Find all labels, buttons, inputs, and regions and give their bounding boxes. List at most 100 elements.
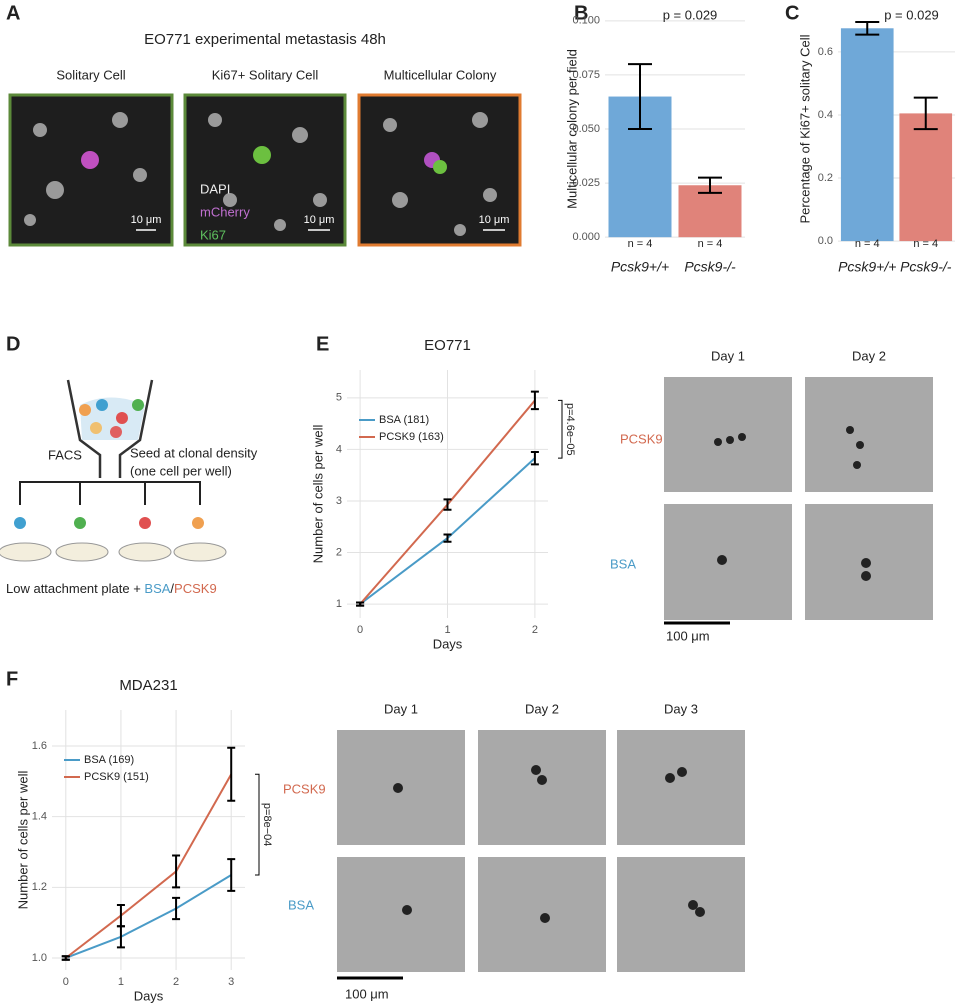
error-bar [443,533,452,543]
row-label: BSA [610,556,636,571]
panel-letter: C [785,2,799,24]
cells [79,399,144,438]
error-bar [855,20,880,36]
cell [253,146,271,164]
y-tick-label: 0.2 [818,172,833,184]
y-tick-label: 0.4 [818,109,833,121]
annotation: n = 4 [628,238,653,250]
x-tick-label: 1 [444,624,450,636]
y-tick-label: 4 [336,443,342,455]
legend-label: PCSK9 (151) [84,771,149,783]
annotation: n = 4 [698,238,723,250]
panel-letter: A [6,2,20,24]
dishes [0,517,227,562]
chart-title: MDA231 [119,677,177,694]
cell [81,151,99,169]
day-label: Day 1 [711,348,745,363]
day-label: Day 2 [525,701,559,716]
x-axis-label: Days [134,988,164,1003]
y-tick-label: 0.100 [572,15,600,27]
annotation: n = 4 [855,238,880,250]
x-tick-label: 1 [118,976,124,988]
condition-label: Low attachment plate + BSA/PCSK9 [6,581,217,596]
step-label: FACS [48,447,82,462]
error-bar [443,498,452,511]
x-tick-label: 0 [63,976,69,988]
error-bar [172,896,181,921]
scale-label: 10 μm [131,214,162,226]
error-bar [116,925,125,949]
y-tick-label: 1.2 [32,881,47,893]
y-tick-label: 0.0 [818,235,833,247]
annotation: n = 4 [913,238,938,250]
cell [433,160,447,174]
y-tick-label: 1.4 [32,811,47,823]
y-axis-label: Number of cells per well [310,425,325,564]
day-label: Day 2 [852,348,886,363]
x-tick-label: Pcsk9-/- [900,259,952,275]
annotation: p = 0.029 [884,7,939,22]
x-tick-label: 3 [228,976,234,988]
error-bar [227,746,236,802]
error-bar [61,955,70,961]
chart-title: EO771 [424,337,471,354]
y-tick-label: 1 [336,598,342,610]
legend-label: BSA (169) [84,754,134,766]
series-line [65,773,233,959]
annotation: p = 0.029 [663,7,718,22]
error-bar [227,858,236,892]
series-line [65,874,232,959]
arrows [19,481,201,505]
y-tick-label: 0.025 [572,177,600,189]
phase-images [664,377,933,620]
scale-label: 100 μm [345,986,389,1001]
bar [899,113,953,242]
stain-label: mCherry [200,204,250,219]
y-axis-label: Number of cells per well [15,771,30,910]
annotation: p=4.6e−05 [564,403,576,456]
stain-label: Ki67 [200,227,226,242]
error-bar [530,390,539,411]
legend-label: BSA (181) [379,414,429,426]
significance-bracket [255,773,260,876]
y-tick-label: 0.075 [572,69,600,81]
error-bar [116,904,125,928]
error-bar [628,63,652,130]
panel-letter: D [6,333,20,355]
y-tick-label: 0.050 [572,123,600,135]
cells [714,426,871,581]
panel-letter: B [574,2,588,24]
step-label: (one cell per well) [130,463,232,478]
stain-label: DAPI [200,181,230,196]
x-axis-label: Days [433,636,463,651]
scale-label: 10 μm [479,214,510,226]
x-tick-label: Pcsk9+/+ [611,259,669,275]
legend-label: PCSK9 (163) [379,431,444,443]
image-caption: Ki67+ Solitary Cell [212,67,319,82]
bar [678,185,742,238]
x-tick-label: Pcsk9+/+ [838,259,896,275]
cells [393,765,705,923]
panel-letter: F [6,668,18,690]
day-label: Day 1 [384,701,418,716]
day-label: Day 3 [664,701,698,716]
micrograph [8,93,174,247]
image-caption: Multicellular Colony [384,67,497,82]
y-axis-label: Percentage of Ki67+ solitary Cell [797,34,812,223]
x-tick-label: Pcsk9-/- [684,259,736,275]
error-bar [172,854,181,889]
scale-label: 100 μm [666,628,710,643]
error-bar [356,601,365,607]
y-tick-label: 5 [336,392,342,404]
y-tick-label: 0.000 [572,231,600,243]
panel-title: EO771 experimental metastasis 48h [144,31,386,48]
x-tick-label: 2 [173,976,179,988]
error-bar [698,176,722,194]
scale-label: 10 μm [304,214,335,226]
image-caption: Solitary Cell [56,67,125,82]
y-axis-label: Multicellular colony per field [564,49,579,209]
funnel [66,379,154,478]
error-bar [913,96,938,131]
y-tick-label: 2 [336,546,342,558]
